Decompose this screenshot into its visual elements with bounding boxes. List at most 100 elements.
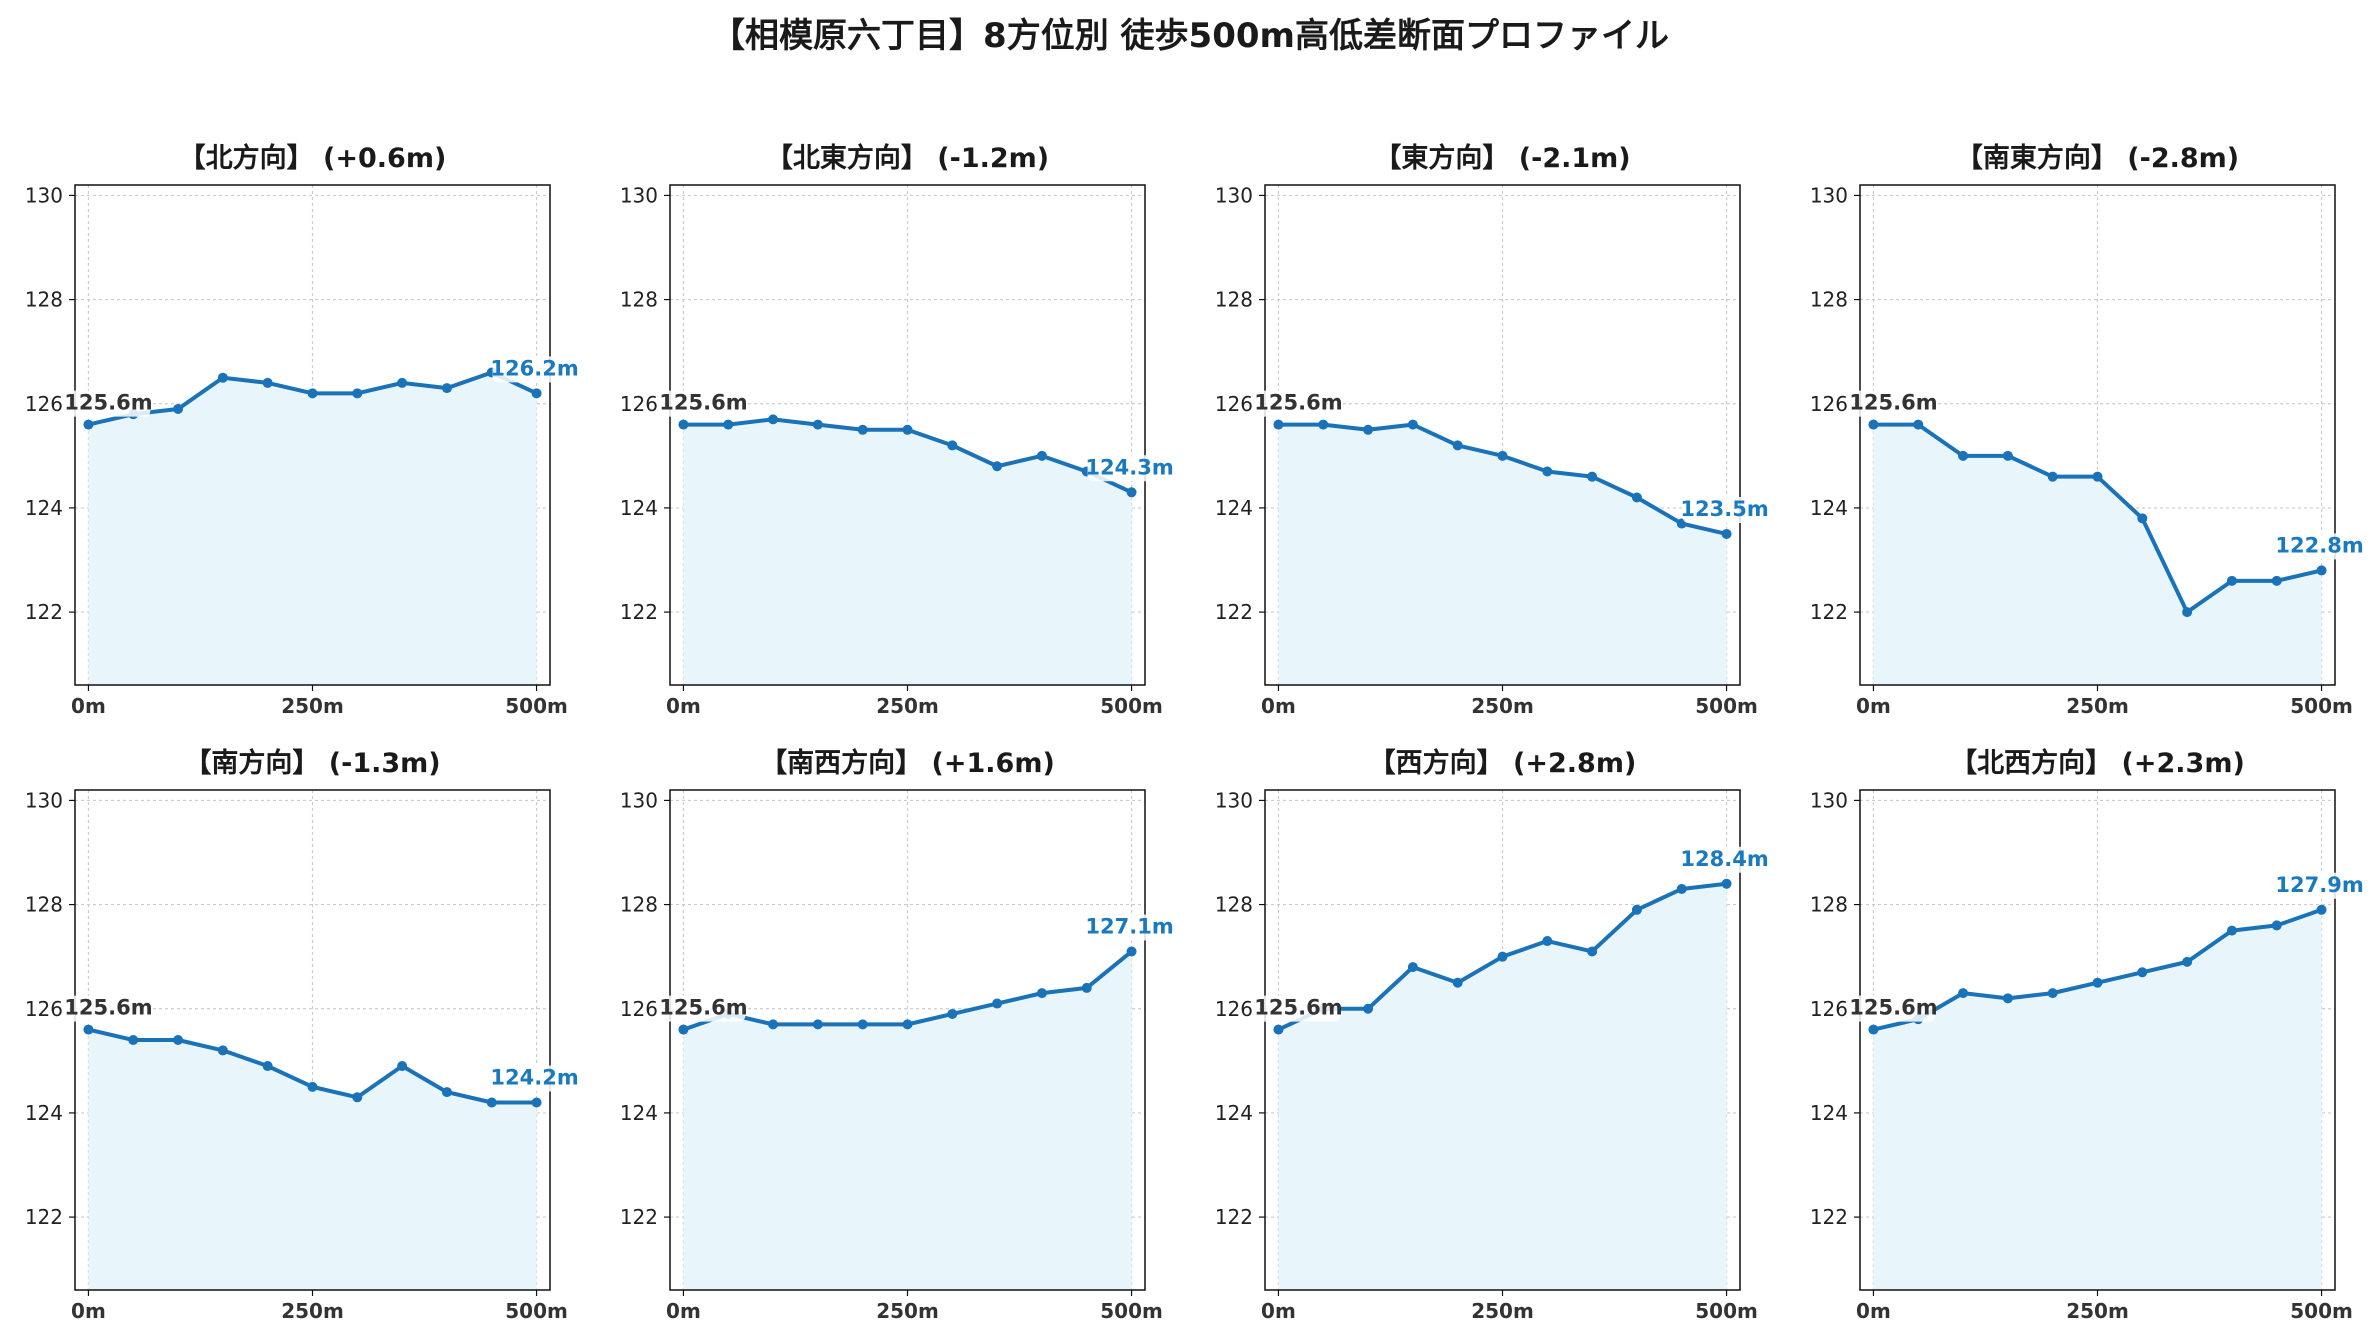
x-tick-label: 500m [2290, 1299, 2353, 1323]
end-elevation-label: 126.2m [490, 356, 578, 380]
data-point [262, 1061, 273, 1072]
y-tick-label: 124 [1810, 1101, 1848, 1125]
start-label-bg [66, 995, 151, 1022]
data-point [2047, 471, 2058, 482]
y-tick-label: 126 [25, 997, 63, 1021]
data-point [2092, 977, 2103, 988]
data-point [2226, 925, 2237, 936]
y-tick-label: 128 [1215, 893, 1253, 917]
x-tick-label: 500m [1695, 694, 1758, 718]
x-tick-label: 250m [281, 694, 344, 718]
end-elevation-label: 128.4m [1680, 847, 1768, 871]
y-tick-label: 126 [1215, 997, 1253, 1021]
data-point [531, 1097, 542, 1108]
data-point [173, 403, 184, 414]
data-point [992, 461, 1003, 472]
data-point [768, 1019, 779, 1030]
start-label-bg [661, 995, 746, 1022]
x-tick-label: 250m [2066, 1299, 2129, 1323]
y-tick-label: 124 [1215, 496, 1253, 520]
data-point [307, 1081, 318, 1092]
data-point [902, 1019, 913, 1030]
data-point [217, 372, 228, 383]
data-point [1126, 946, 1137, 957]
x-tick-label: 250m [1471, 1299, 1534, 1323]
panel-title: 【南西方向】 (+1.6m) [760, 747, 1055, 779]
chart-panel: 【南東方向】 (-2.8m) 122 124 126 128 130 0m 250m 500m 1… [1810, 142, 2364, 718]
data-point [2316, 565, 2327, 576]
data-point [1721, 528, 1732, 539]
data-point [1587, 946, 1598, 957]
data-point [2271, 920, 2282, 931]
data-point [902, 424, 913, 435]
chart-panel: 【南方向】 (-1.3m) 122 124 126 128 130 0m 250m 500m 12… [25, 747, 579, 1323]
x-tick-label: 0m [71, 694, 106, 718]
data-point [1363, 424, 1374, 435]
y-tick-label: 124 [620, 1101, 658, 1125]
data-point [1958, 988, 1969, 999]
data-point [723, 419, 734, 430]
y-tick-label: 130 [25, 183, 63, 207]
x-tick-label: 500m [1100, 1299, 1163, 1323]
data-point [1913, 419, 1924, 430]
data-point [2002, 993, 2013, 1004]
x-tick-label: 0m [1856, 1299, 1891, 1323]
end-elevation-label: 124.2m [490, 1066, 578, 1090]
x-tick-label: 250m [281, 1299, 344, 1323]
panel-title: 【南東方向】 (-2.8m) [1956, 142, 2239, 174]
y-tick-label: 122 [1810, 600, 1848, 624]
panel-title: 【東方向】 (-2.1m) [1374, 142, 1630, 174]
panel-title: 【南方向】 (-1.3m) [184, 747, 440, 779]
start-label-bg [1851, 390, 1936, 417]
x-tick-label: 0m [1261, 1299, 1296, 1323]
data-point [857, 424, 868, 435]
data-point [2316, 904, 2327, 915]
data-point [486, 1097, 497, 1108]
chart-panel: 【北西方向】 (+2.3m) 122 124 126 128 130 0m 250m 500m 1… [1810, 747, 2364, 1323]
end-label-bg [2277, 872, 2362, 899]
chart-panel: 【西方向】 (+2.8m) 122 124 126 128 130 0m 250m 500m 12… [1215, 747, 1769, 1323]
data-point [812, 1019, 823, 1030]
end-elevation-label: 124.3m [1085, 455, 1173, 479]
data-point [1676, 883, 1687, 894]
data-point [947, 1008, 958, 1019]
end-elevation-label: 127.1m [1085, 914, 1173, 938]
end-elevation-label: 123.5m [1680, 497, 1768, 521]
end-label-bg [492, 1065, 577, 1092]
y-tick-label: 122 [620, 600, 658, 624]
y-tick-label: 130 [1215, 788, 1253, 812]
data-point [83, 1024, 94, 1035]
y-tick-label: 126 [25, 392, 63, 416]
elevation-area [88, 1029, 537, 1290]
data-point [2137, 513, 2148, 524]
start-elevation-label: 125.6m [1254, 391, 1342, 415]
y-tick-label: 130 [1810, 788, 1848, 812]
data-point [1958, 450, 1969, 461]
data-point [1036, 450, 1047, 461]
x-tick-label: 500m [1695, 1299, 1758, 1323]
end-label-bg [1682, 496, 1767, 523]
data-point [2002, 450, 2013, 461]
data-point [1036, 988, 1047, 999]
y-tick-label: 128 [620, 288, 658, 312]
data-point [397, 377, 408, 388]
data-point [2226, 575, 2237, 586]
data-point [531, 388, 542, 399]
elevation-area [1873, 424, 2322, 685]
chart-panel: 【南西方向】 (+1.6m) 122 124 126 128 130 0m 250m 500m 1… [620, 747, 1174, 1323]
data-point [2047, 988, 2058, 999]
x-tick-label: 0m [71, 1299, 106, 1323]
y-tick-label: 130 [620, 183, 658, 207]
data-point [1542, 936, 1553, 947]
elevation-area [88, 372, 537, 685]
y-tick-label: 122 [620, 1205, 658, 1229]
start-elevation-label: 125.6m [659, 996, 747, 1020]
y-tick-label: 124 [620, 496, 658, 520]
data-point [1407, 419, 1418, 430]
y-tick-label: 122 [1810, 1205, 1848, 1229]
data-point [1631, 904, 1642, 915]
end-label-bg [492, 356, 577, 383]
x-tick-label: 250m [1471, 694, 1534, 718]
data-point [83, 419, 94, 430]
elevation-area [1278, 883, 1727, 1290]
